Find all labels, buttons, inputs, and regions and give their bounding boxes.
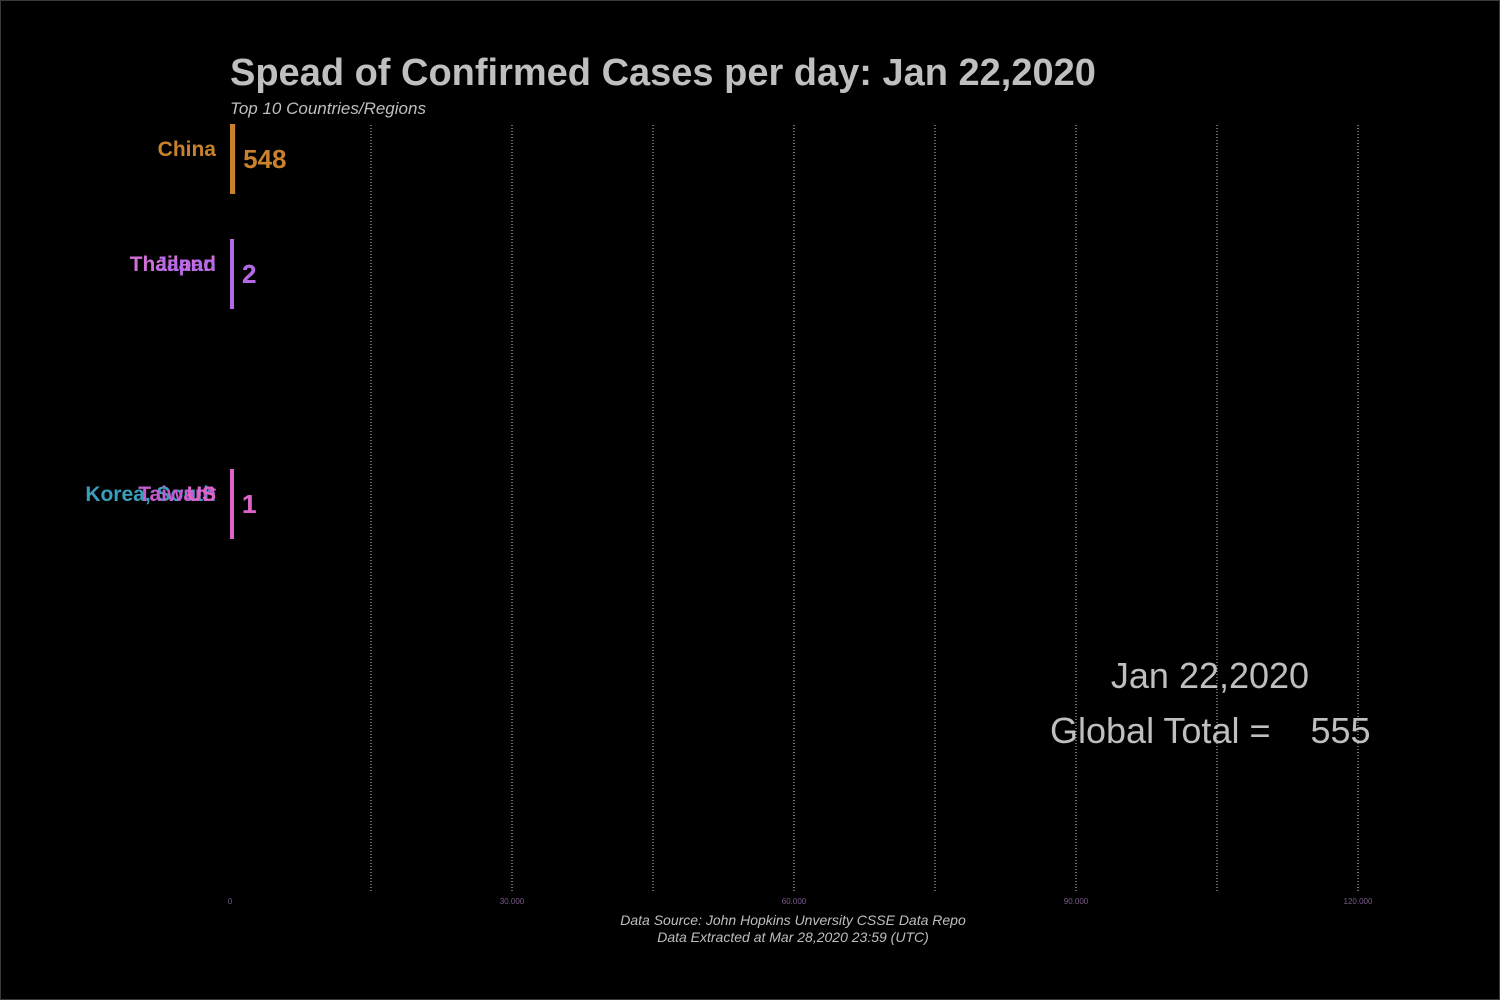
value-label: 1 [242,489,256,519]
country-label: Taiwan* [138,483,217,506]
gridlines [370,125,1359,892]
country-label: Japan [155,253,216,276]
global-total-value: 555 [1310,710,1371,751]
bar [230,124,236,194]
chart-title: Spead of Confirmed Cases per day: Jan 22… [230,52,1096,94]
x-tick-label: 120.000 [1344,897,1373,906]
country-label: China [158,138,217,161]
chart-subtitle: Top 10 Countries/Regions [230,99,426,118]
bar [230,239,234,309]
global-total: Global Total = 555 [1050,710,1371,752]
country-label: Thailand [130,253,216,276]
x-tick-label: 30.000 [500,897,525,906]
value-label: 548 [243,144,286,174]
value-label: 1 [242,489,256,519]
data-source: Data Source: John Hopkins Unversity CSSE… [443,912,1143,946]
global-total-label: Global Total = [1050,710,1271,751]
country-label: Korea, South [85,483,216,506]
country-label: US [187,483,216,506]
value-label: 2 [242,259,256,289]
x-tick-label: 90.000 [1064,897,1089,906]
source-line-2: Data Extracted at Mar 28,2020 23:59 (UTC… [657,929,929,945]
current-date: Jan 22,2020 [1110,655,1310,696]
bar [230,469,234,539]
value-label: 2 [242,259,256,289]
source-line-1: Data Source: John Hopkins Unversity CSSE… [620,912,966,928]
x-tick-labels: 0 30.000 60.000 90.000 120.000 [228,897,1373,906]
x-tick-label: 0 [228,897,233,906]
x-tick-label: 60.000 [782,897,807,906]
value-label: 1 [242,489,256,519]
bars [230,124,236,539]
